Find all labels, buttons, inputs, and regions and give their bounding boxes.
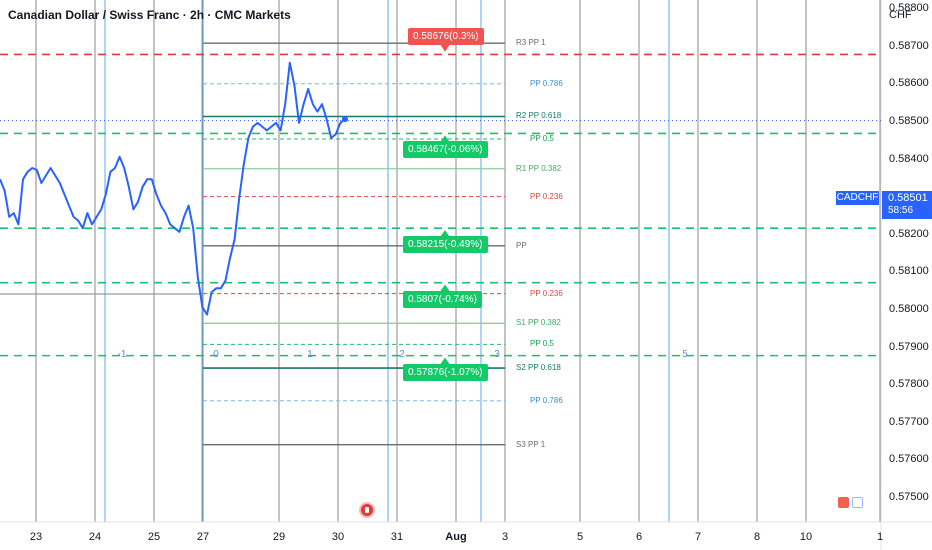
callout-pointer [440, 230, 450, 238]
pivot-level-label: PP 0.236 [530, 288, 563, 298]
price-tick-label: 0.57800 [889, 378, 929, 391]
fib-time-label: 3 [494, 349, 500, 360]
price-callout: 0.58467(-0.06%) [403, 141, 488, 159]
price-tick-label: 0.58100 [889, 265, 929, 278]
pivot-level-label: PP 0.5 [530, 134, 554, 144]
pivot-level-label: PP 0.786 [530, 395, 563, 405]
last-price-tag: 0.58501 58:56 [882, 191, 932, 219]
fib-time-label: 0 [213, 349, 219, 360]
price-callout: 0.5807(-0.74%) [403, 290, 482, 308]
pivot-level-label: S3 PP 1 [516, 439, 546, 449]
price-tick-label: 0.58600 [889, 77, 929, 90]
price-tick-label: 0.57500 [889, 491, 929, 503]
price-line [0, 61, 346, 316]
pivot-level-label: S1 PP 0.382 [516, 318, 561, 328]
price-tick-label: 0.57600 [889, 453, 929, 466]
fib-time-label: 5 [682, 349, 688, 360]
symbol-tag: CADCHF [836, 191, 879, 205]
chart-title: Canadian Dollar / Swiss Franc · 2h · CMC… [8, 8, 291, 22]
price-tick-label: 0.58700 [889, 39, 929, 52]
pivot-level-label: R2 PP 0.618 [516, 111, 562, 121]
callout-pointer [440, 284, 450, 292]
time-tick-label: 24 [88, 531, 102, 543]
time-tick-label: 7 [694, 531, 702, 543]
fib-time-label: 1 [307, 349, 313, 360]
price-tick-label: 0.58400 [889, 152, 929, 165]
callout-pointer [440, 135, 450, 143]
currency-label: CHF [889, 9, 912, 21]
callout-pointer [440, 357, 450, 365]
price-callout: 0.58676(0.3%) [408, 27, 484, 45]
price-tick-label: 0.58800 [889, 2, 929, 15]
pivot-level-label: PP 0.236 [530, 191, 563, 201]
price-tick-label: 0.58500 [889, 115, 929, 127]
pivot-level-label: PP 0.5 [530, 339, 554, 349]
time-tick-label: Aug [445, 531, 467, 543]
pivot-level-label: R3 PP 1 [516, 38, 546, 48]
pivot-level-label: PP 0.786 [530, 78, 563, 88]
time-tick-label: 23 [29, 531, 43, 543]
fib-time-label: -1 [117, 349, 127, 360]
price-callout: 0.58215(-0.49%) [403, 236, 488, 254]
time-tick-label: 25 [147, 531, 161, 543]
time-tick-label: 8 [753, 531, 761, 543]
fib-time-label: 2 [399, 349, 405, 360]
time-tick-label: 5 [576, 531, 584, 543]
time-tick-label: 27 [196, 531, 210, 543]
time-tick-label: 1 [876, 531, 884, 543]
time-tick-label: 29 [272, 531, 286, 543]
time-tick-label: 3 [501, 531, 509, 543]
callout-pointer [440, 43, 450, 52]
event-icon[interactable] [838, 497, 849, 508]
countdown: 58:56 [888, 205, 914, 216]
last-point [342, 116, 348, 123]
time-tick-label: 31 [390, 531, 404, 543]
moon-icon[interactable] [852, 497, 863, 508]
price-tick-label: 0.58200 [889, 227, 929, 240]
pivot-level-label: S2 PP 0.618 [516, 363, 561, 373]
pivot-level-label: R1 PP 0.382 [516, 163, 562, 173]
price-callout: 0.57876(-1.07%) [403, 363, 488, 381]
time-tick-label: 30 [331, 531, 345, 543]
last-price: 0.58501 [888, 192, 928, 204]
price-tick-label: 0.58000 [889, 303, 929, 315]
pivot-level-label: PP [516, 240, 527, 250]
canada-flag-icon[interactable] [359, 502, 375, 518]
price-tick-label: 0.57900 [889, 340, 929, 353]
time-tick-label: 6 [635, 531, 643, 543]
time-tick-label: 10 [799, 531, 813, 543]
price-tick-label: 0.57700 [889, 415, 929, 428]
